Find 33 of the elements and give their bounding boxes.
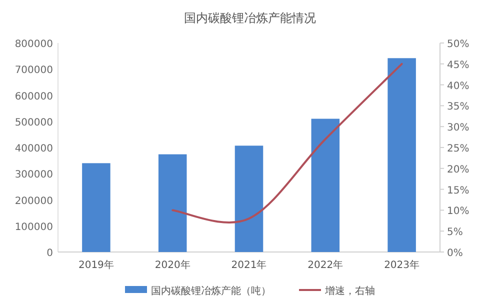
bar — [82, 163, 110, 252]
y-tick-label: 300000 — [14, 170, 53, 181]
y-tick-label: 800000 — [14, 39, 53, 50]
y2-tick-label: 5% — [447, 227, 463, 238]
y2-tick-label: 40% — [447, 80, 470, 92]
x-tick-label: 2022年 — [308, 259, 344, 271]
y-tick-label: 0 — [46, 248, 53, 259]
y2-tick-label: 45% — [447, 60, 470, 71]
bar — [158, 154, 187, 252]
y2-tick-label: 50% — [447, 39, 470, 50]
y2-tick-label: 20% — [447, 164, 470, 176]
y2-tick-label: 0% — [447, 248, 463, 259]
y2-tick-label: 10% — [447, 206, 470, 218]
y-tick-label: 600000 — [14, 91, 53, 102]
bar — [388, 58, 416, 252]
y2-tick-label: 15% — [447, 185, 470, 196]
bar — [311, 118, 340, 252]
y2-tick-label: 25% — [447, 144, 470, 154]
y-tick-label: 500000 — [14, 117, 53, 128]
y-tick-label: 100000 — [14, 222, 53, 233]
y-tick-label: 400000 — [14, 144, 53, 154]
x-tick-label: 2020年 — [154, 259, 190, 271]
legend-label: 增速，右轴 — [324, 285, 375, 297]
chart-title: 国内碳酸锂冶炼产能情况 — [184, 11, 316, 25]
y-tick-label: 200000 — [14, 196, 53, 207]
y2-tick-label: 35% — [447, 102, 470, 113]
bar — [234, 146, 264, 252]
legend-label: 国内碳酸锂冶炼产能（吨） — [151, 285, 271, 297]
x-tick-label: 2019年 — [78, 259, 114, 271]
x-tick-label: 2021年 — [231, 259, 267, 271]
x-tick-label: 2023年 — [384, 259, 420, 271]
y-tick-label: 700000 — [14, 65, 53, 76]
y2-tick-label: 30% — [447, 122, 470, 134]
